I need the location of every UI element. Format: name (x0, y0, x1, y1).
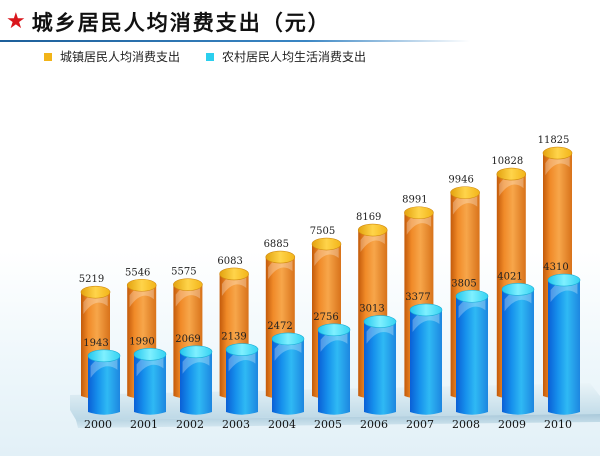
x-tick-label-2006: 2006 (360, 418, 388, 431)
data-label-rural-2001: 1990 (129, 336, 154, 347)
data-label-urban-2001: 5546 (125, 267, 150, 278)
bar-urban-2009-cap (496, 167, 527, 181)
x-tick-label-2008: 2008 (452, 418, 480, 431)
data-label-urban-2002: 5575 (171, 267, 196, 278)
data-label-urban-2010: 11825 (538, 135, 570, 146)
data-label-urban-2006: 8169 (356, 212, 381, 223)
bar-rural-2006-cap (363, 315, 397, 328)
data-label-rural-2009: 4021 (497, 271, 522, 282)
x-tick-label-2000: 2000 (84, 418, 112, 431)
bar-urban-2002-cap (173, 278, 203, 291)
bar-rural-2002-body (180, 351, 212, 415)
data-label-rural-2008: 3805 (451, 278, 476, 289)
bar-urban-2006-cap (357, 223, 388, 237)
data-label-urban-2007: 8991 (402, 195, 427, 206)
bar-rural-2002 (179, 345, 213, 415)
bar-rural-2000-body (88, 355, 120, 415)
bar-rural-2006-body (364, 321, 396, 415)
bar-rural-2006 (363, 315, 397, 415)
x-tick-label-2002: 2002 (176, 418, 204, 431)
data-label-rural-2007: 3377 (405, 292, 430, 303)
title-underline (0, 40, 470, 42)
legend-label-urban: 城镇居民人均消费支出 (60, 50, 181, 64)
x-tick-label-2005: 2005 (314, 418, 342, 431)
data-label-rural-2005: 2756 (313, 312, 338, 323)
bar-rural-2005-body (318, 329, 350, 415)
label-layer: 5219 5546 5575 6083 6885 7505 8169 8991 9946 1082… (79, 135, 572, 431)
bar-rural-2009 (501, 283, 535, 415)
data-label-urban-2000: 5219 (79, 274, 104, 285)
bar-rural-2008-cap (455, 289, 489, 303)
bar-rural-2007-body (410, 309, 442, 415)
bar-urban-2005-cap (311, 237, 342, 251)
bar-rural-2001 (133, 348, 167, 415)
legend-label-rural: 农村居民人均生活消费支出 (222, 50, 367, 64)
x-tick-label-2004: 2004 (268, 418, 296, 431)
bar-rural-2009-cap (501, 283, 535, 296)
data-label-rural-2006: 3013 (359, 304, 384, 315)
x-tick-label-2003: 2003 (222, 418, 250, 431)
data-label-urban-2004: 6885 (264, 239, 289, 250)
bar-rural-2003 (225, 343, 259, 415)
bar-urban-2001-cap (126, 278, 157, 292)
data-label-urban-2009: 10828 (491, 156, 523, 167)
bar-rural-2004-cap (271, 332, 305, 346)
title-row: ★ 城乡居民人均消费支出（元） (6, 4, 331, 40)
legend-item-rural: 农村居民人均生活消费支出 (206, 48, 366, 65)
bar-urban-2010-cap (542, 146, 573, 160)
data-label-urban-2008: 9946 (448, 175, 473, 186)
bar-layer (80, 146, 581, 415)
bar-urban-2007-cap (404, 206, 434, 220)
bar-rural-2007-cap (409, 303, 443, 317)
bar-rural-2002-cap (179, 345, 213, 359)
bar-urban-2008-cap (450, 186, 480, 199)
bar-rural-2001-cap (133, 348, 167, 361)
bar-rural-2004-body (272, 338, 304, 415)
data-label-urban-2005: 7505 (310, 226, 335, 237)
chart-title: 城乡居民人均消费支出（元） (31, 11, 331, 35)
bar-rural-2001-body (134, 354, 166, 415)
x-tick-label-2010: 2010 (544, 418, 572, 431)
data-label-rural-2003: 2139 (221, 332, 246, 343)
star-icon: ★ (6, 9, 26, 34)
legend-swatch-urban (44, 52, 52, 61)
bar-rural-2005-cap (317, 323, 351, 337)
data-label-rural-2004: 2472 (267, 321, 292, 332)
bar-urban-2004-cap (265, 250, 296, 264)
bar-rural-2008 (455, 289, 489, 415)
bar-urban-2000-cap (80, 285, 111, 299)
legend-swatch-rural (206, 52, 215, 61)
bar-rural-2010-body (548, 280, 580, 415)
bar-rural-2008-body (456, 296, 488, 415)
bar-rural-2010-cap (547, 273, 581, 287)
data-label-rural-2002: 2069 (175, 334, 200, 345)
data-label-rural-2000: 1943 (83, 338, 108, 349)
bar-rural-2005 (317, 323, 351, 415)
legend: 城镇居民人均消费支出 农村居民人均生活消费支出 (44, 48, 392, 65)
data-label-rural-2010: 4310 (543, 262, 568, 273)
bar-urban-2003-cap (219, 267, 249, 281)
data-label-urban-2003: 6083 (217, 256, 242, 267)
bar-rural-2009-body (502, 289, 534, 415)
bar-rural-2004 (271, 332, 305, 415)
x-tick-label-2009: 2009 (498, 418, 526, 431)
bar-rural-2000 (87, 349, 121, 415)
legend-item-urban: 城镇居民人均消费支出 (44, 48, 180, 65)
bar-rural-2010 (547, 273, 581, 415)
x-tick-label-2001: 2001 (130, 418, 158, 431)
bar-rural-2003-body (226, 349, 258, 415)
bar-rural-2003-cap (225, 343, 259, 356)
x-tick-label-2007: 2007 (406, 418, 434, 431)
bar-rural-2007 (409, 303, 443, 415)
bar-rural-2000-cap (87, 349, 121, 363)
